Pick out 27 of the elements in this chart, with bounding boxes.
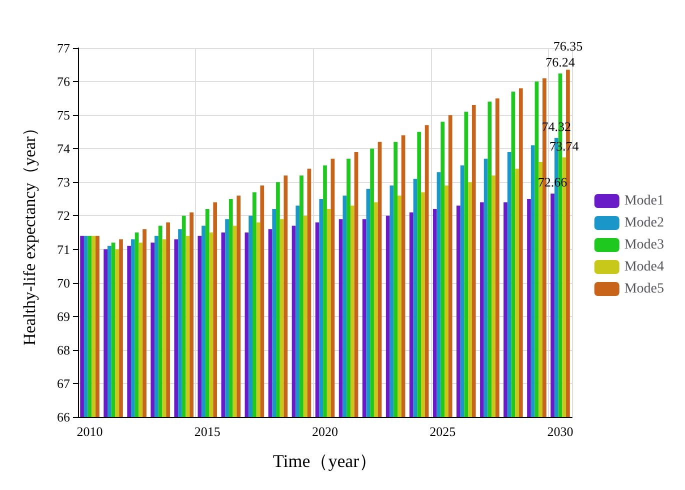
y-tick-label: 76 xyxy=(57,74,70,90)
x-tick-label: 2030 xyxy=(547,424,574,439)
y-tick-label: 77 xyxy=(57,40,70,56)
y-tick-label: 74 xyxy=(57,141,70,156)
x-tick-label: 2025 xyxy=(430,424,456,439)
legend-label: Mode4 xyxy=(624,260,664,274)
y-tick-label: 71 xyxy=(57,242,70,257)
y-tick-label: 67 xyxy=(57,376,70,391)
x-tick-label: 2020 xyxy=(312,424,338,439)
y-tick-label: 75 xyxy=(57,108,70,123)
legend-label: Mode3 xyxy=(624,238,664,252)
y-tick-label: 70 xyxy=(57,275,70,290)
data-label: 72.66 xyxy=(538,174,568,190)
data-label: 76.24 xyxy=(546,54,576,70)
x-axis-title: Time（year） xyxy=(272,451,378,471)
data-label: 76.35 xyxy=(553,38,583,54)
x-tick-label: 2010 xyxy=(76,424,103,439)
legend-label: Mode5 xyxy=(624,282,664,296)
y-tick-label: 66 xyxy=(57,410,70,424)
legend-label: Mode1 xyxy=(624,194,664,208)
y-tick-label: 73 xyxy=(57,174,70,190)
y-tick-label: 72 xyxy=(57,208,70,224)
legend-label: Mode2 xyxy=(624,216,664,230)
y-tick-label: 69 xyxy=(57,308,70,324)
y-axis-title: Healthy-life expectancy（year） xyxy=(20,119,39,346)
y-tick-label: 68 xyxy=(57,342,70,358)
x-tick-label: 2015 xyxy=(194,424,220,439)
